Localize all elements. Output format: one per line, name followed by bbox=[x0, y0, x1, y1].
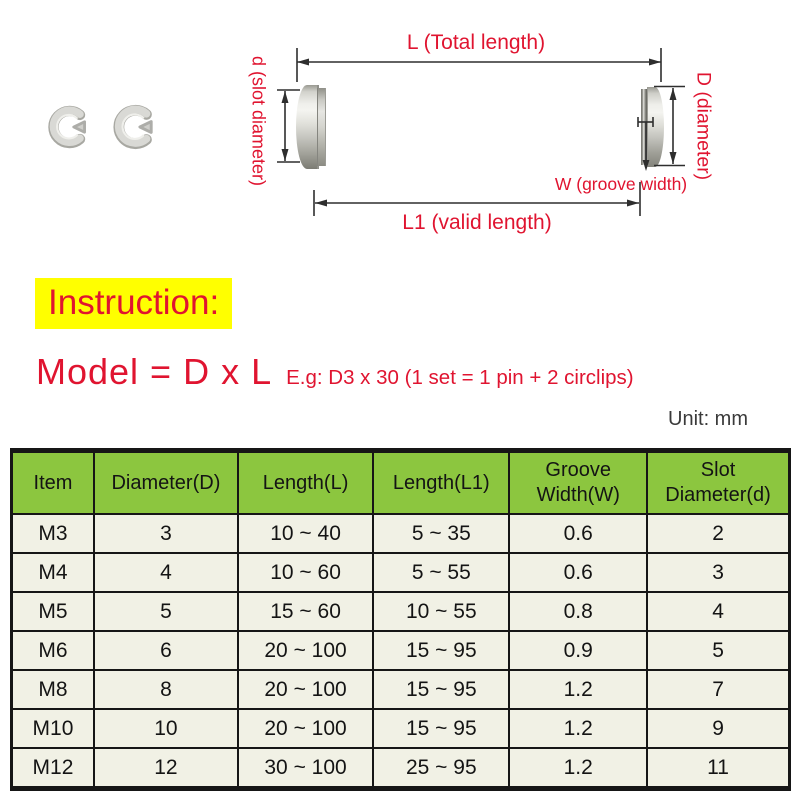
item-cell: M10 bbox=[10, 708, 95, 749]
value-cell: 3 bbox=[92, 513, 239, 554]
value-cell: 10 ~ 40 bbox=[236, 513, 375, 554]
value-cell: 5 ~ 35 bbox=[372, 513, 511, 554]
value-cell: 10 ~ 60 bbox=[236, 552, 375, 593]
column-header: Item bbox=[10, 449, 95, 515]
value-cell: 20 ~ 100 bbox=[236, 708, 375, 749]
table-body: M3 3 10 ~ 40 5 ~ 35 0.6 2 M4 4 10 ~ 60 5 ~ 55 0.6 3… bbox=[10, 513, 791, 790]
spec-table: Item Diameter(D) Length(L) Length(L1) Groove… bbox=[10, 448, 791, 791]
table-row: M10 10 20 ~ 100 15 ~ 95 1.2 9 bbox=[10, 708, 791, 749]
circlip-icon bbox=[48, 105, 86, 149]
value-cell: 20 ~ 100 bbox=[236, 669, 375, 710]
table-row: M12 12 30 ~ 100 25 ~ 95 1.2 11 bbox=[10, 747, 791, 790]
value-cell: 0.6 bbox=[508, 513, 649, 554]
model-formula: Model = D x L bbox=[36, 351, 273, 392]
model-example: E.g: D3 x 30 (1 set = 1 pin + 2 circlips… bbox=[286, 366, 634, 389]
value-cell: 15 ~ 95 bbox=[372, 708, 511, 749]
value-cell: 0.6 bbox=[508, 552, 649, 593]
circlip-icon bbox=[113, 104, 153, 150]
pin-cap bbox=[647, 87, 664, 167]
value-cell: 1.2 bbox=[508, 669, 649, 710]
table-row: M3 3 10 ~ 40 5 ~ 35 0.6 2 bbox=[10, 513, 791, 554]
value-cell: 3 bbox=[646, 552, 791, 593]
value-cell: 10 ~ 55 bbox=[372, 591, 511, 632]
item-cell: M5 bbox=[10, 591, 95, 632]
value-cell: 25 ~ 95 bbox=[372, 747, 511, 790]
value-cell: 15 ~ 60 bbox=[236, 591, 375, 632]
item-cell: M3 bbox=[10, 513, 95, 554]
column-header: Length(L1) bbox=[372, 449, 511, 515]
unit-note: Unit: mm bbox=[668, 408, 748, 430]
table-row: M5 5 15 ~ 60 10 ~ 55 0.8 4 bbox=[10, 591, 791, 632]
label-groove-width: W (groove width) bbox=[554, 174, 688, 194]
label-total-length: L (Total length) bbox=[406, 31, 546, 54]
value-cell: 12 bbox=[92, 747, 239, 790]
value-cell: 0.9 bbox=[508, 630, 649, 671]
model-formula-row: Model = D x L E.g: D3 x 30 (1 set = 1 pi… bbox=[36, 351, 634, 393]
value-cell: 0.8 bbox=[508, 591, 649, 632]
value-cell: 4 bbox=[646, 591, 791, 632]
value-cell: 11 bbox=[646, 747, 791, 790]
label-valid-length: L1 (valid length) bbox=[402, 211, 552, 234]
value-cell: 7 bbox=[646, 669, 791, 710]
value-cell: 9 bbox=[646, 708, 791, 749]
instruction-heading: Instruction: bbox=[35, 278, 233, 329]
table-row: M8 8 20 ~ 100 15 ~ 95 1.2 7 bbox=[10, 669, 791, 710]
column-header: Diameter(D) bbox=[92, 449, 239, 515]
item-cell: M12 bbox=[10, 747, 95, 790]
pin-groove bbox=[641, 89, 647, 165]
column-header: Slot Diameter(d) bbox=[646, 449, 791, 515]
value-cell: 8 bbox=[92, 669, 239, 710]
value-cell: 6 bbox=[92, 630, 239, 671]
value-cell: 15 ~ 95 bbox=[372, 630, 511, 671]
value-cell: 4 bbox=[92, 552, 239, 593]
column-header: Length(L) bbox=[236, 449, 375, 515]
value-cell: 20 ~ 100 bbox=[236, 630, 375, 671]
value-cell: 5 bbox=[646, 630, 791, 671]
value-cell: 2 bbox=[646, 513, 791, 554]
label-slot-diameter: d (slot diameter) bbox=[248, 55, 269, 187]
value-cell: 30 ~ 100 bbox=[236, 747, 375, 790]
column-header: Groove Width(W) bbox=[508, 449, 649, 515]
item-cell: M6 bbox=[10, 630, 95, 671]
table-row: M6 6 20 ~ 100 15 ~ 95 0.9 5 bbox=[10, 630, 791, 671]
pin-collar bbox=[317, 88, 326, 166]
value-cell: 10 bbox=[92, 708, 239, 749]
value-cell: 5 bbox=[92, 591, 239, 632]
value-cell: 15 ~ 95 bbox=[372, 669, 511, 710]
item-cell: M4 bbox=[10, 552, 95, 593]
table-row: M4 4 10 ~ 60 5 ~ 55 0.6 3 bbox=[10, 552, 791, 593]
value-cell: 5 ~ 55 bbox=[372, 552, 511, 593]
dimension-lines bbox=[277, 48, 685, 216]
value-cell: 1.2 bbox=[508, 747, 649, 790]
label-diameter: D (diameter) bbox=[692, 71, 715, 181]
item-cell: M8 bbox=[10, 669, 95, 710]
pin-diagram: L (Total length) d (slot diameter) D (di… bbox=[0, 0, 800, 260]
table-header-row: Item Diameter(D) Length(L) Length(L1) Groove… bbox=[10, 449, 791, 515]
value-cell: 1.2 bbox=[508, 708, 649, 749]
